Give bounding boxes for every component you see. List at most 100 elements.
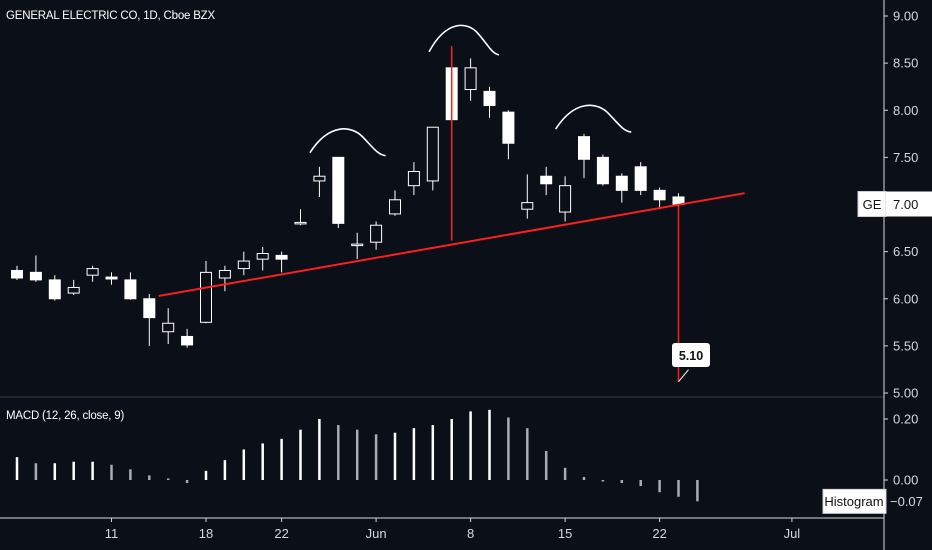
macd-histogram-bar	[148, 475, 151, 480]
candle[interactable]	[559, 176, 572, 222]
candle[interactable]	[29, 255, 42, 282]
macd-histogram-bar	[91, 461, 94, 480]
candle[interactable]	[313, 166, 326, 197]
candle-body-down	[48, 279, 61, 300]
candle-body-up	[256, 253, 269, 260]
candle[interactable]	[181, 328, 194, 348]
neckline-trendline[interactable]	[158, 192, 745, 297]
candle[interactable]	[502, 110, 515, 160]
candle[interactable]	[634, 162, 647, 196]
head-arc[interactable]	[428, 24, 500, 56]
candle[interactable]	[67, 279, 80, 295]
candle-body-up	[389, 199, 401, 215]
candle[interactable]	[521, 174, 534, 219]
price-tick-label: 6.00	[893, 291, 918, 306]
candle-body-up	[521, 202, 534, 210]
candle[interactable]	[275, 251, 288, 273]
candle-body-down	[124, 279, 137, 300]
candle[interactable]	[294, 209, 307, 226]
candle[interactable]	[578, 133, 590, 179]
target-label-box[interactable]	[672, 343, 710, 367]
time-tick-label: 15	[558, 526, 572, 541]
candle-body-up	[313, 175, 326, 182]
macd-histogram-bar	[110, 464, 113, 480]
price-tick-label: 5.00	[893, 386, 918, 401]
candle[interactable]	[124, 272, 137, 300]
candle-body-down	[275, 254, 288, 260]
candle-body-up	[294, 221, 307, 225]
symbol-title: GENERAL ELECTRIC CO, 1D, Cboe BZX	[6, 10, 215, 22]
macd-histogram-bar	[393, 432, 397, 480]
time-tick-label: Jun	[366, 526, 387, 541]
right-shoulder-arc[interactable]	[554, 104, 632, 133]
candle[interactable]	[105, 272, 118, 285]
macd-histogram-bar	[15, 457, 19, 480]
candle[interactable]	[200, 261, 212, 324]
macd-histogram-bar	[450, 419, 453, 480]
candle[interactable]	[256, 246, 269, 271]
candle[interactable]	[48, 275, 61, 301]
histogram-value-label: −0.07	[890, 494, 923, 509]
macd-histogram-bar	[166, 478, 170, 480]
time-tick-label: 18	[199, 526, 213, 541]
candle[interactable]	[483, 86, 496, 118]
candle[interactable]	[237, 251, 250, 276]
target-label: 5.10	[679, 349, 703, 363]
candle-body-down	[634, 166, 647, 191]
ticker-label: GE	[863, 197, 882, 212]
price-tick-label: 6.50	[893, 244, 918, 259]
candle[interactable]	[615, 173, 628, 203]
macd-histogram-bar	[677, 480, 680, 497]
macd-histogram-bar	[129, 469, 132, 480]
macd-histogram-bar	[355, 429, 359, 480]
macd-pane[interactable]	[15, 409, 699, 502]
candle[interactable]	[11, 265, 23, 280]
macd-histogram-bar	[34, 463, 38, 480]
candle-body-up	[426, 126, 439, 182]
candle[interactable]	[596, 154, 609, 186]
price-pane[interactable]	[11, 48, 685, 348]
time-tick-label: 22	[274, 526, 288, 541]
candle[interactable]	[332, 156, 345, 229]
candle[interactable]	[370, 221, 383, 250]
macd-histogram-bar	[582, 476, 586, 480]
macd-histogram-bar	[431, 425, 435, 480]
candle-body-down	[483, 90, 496, 107]
candle[interactable]	[407, 162, 420, 196]
histogram-name-label: Histogram	[824, 494, 883, 509]
macd-histogram-bar	[658, 480, 661, 493]
price-tick-label: 8.00	[893, 103, 918, 118]
candle-body-down	[615, 175, 628, 191]
candle[interactable]	[653, 187, 666, 210]
candle[interactable]	[351, 232, 364, 260]
candle[interactable]	[218, 265, 231, 292]
drawing-overlays[interactable]: 5.10	[158, 24, 745, 383]
macd-histogram-bar	[261, 443, 264, 480]
histogram-name-box[interactable]	[822, 488, 887, 514]
candle[interactable]	[426, 126, 439, 191]
candle[interactable]	[389, 190, 401, 216]
left-shoulder-arc[interactable]	[309, 128, 386, 157]
price-tick-label: 5.50	[893, 338, 918, 353]
macd-histogram-bar	[223, 460, 227, 480]
candle-body-down	[653, 189, 666, 201]
macd-histogram-bar	[696, 480, 699, 502]
macd-histogram-bar	[601, 480, 605, 482]
candle-body-down	[181, 335, 194, 346]
price-tick-label: 8.50	[893, 56, 918, 71]
last-price-box[interactable]	[886, 191, 932, 217]
candle[interactable]	[540, 166, 553, 196]
candle[interactable]	[86, 265, 99, 282]
candle-body-up	[559, 185, 572, 213]
macd-histogram-bar	[53, 463, 57, 480]
candle-body-up	[464, 67, 477, 91]
candle[interactable]	[162, 308, 175, 344]
candle[interactable]	[464, 58, 477, 101]
candle[interactable]	[143, 294, 156, 346]
ticker-label-box[interactable]	[857, 191, 887, 217]
candle-body-up	[407, 171, 420, 187]
candle-body-down	[11, 269, 23, 279]
candle-body-up	[162, 322, 175, 333]
